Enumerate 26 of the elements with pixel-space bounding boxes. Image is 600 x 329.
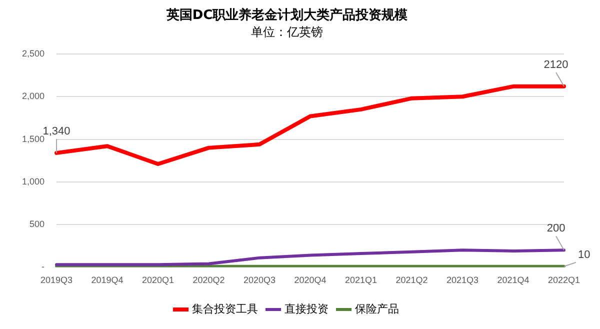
- data-label: 200: [546, 222, 566, 235]
- chart-subtitle: 单位：亿英镑: [251, 24, 323, 39]
- data-label: 10: [578, 248, 590, 261]
- x-tick-label: 2020Q4: [294, 275, 326, 286]
- data-label: 1,340: [42, 125, 70, 138]
- x-tick-label: 2020Q1: [142, 275, 174, 286]
- x-tick-label: 2021Q1: [344, 275, 378, 286]
- y-tick-label: 1,500: [22, 134, 45, 144]
- x-tick-label: 2021Q3: [446, 275, 479, 286]
- chart-title: 英国DC职业养老金计划大类产品投资规模: [165, 7, 408, 24]
- y-tick-label: 2,000: [22, 91, 45, 102]
- x-tick-label: 2021Q4: [497, 275, 530, 286]
- x-tick-label: 2019Q4: [91, 275, 124, 286]
- y-tick-label: 500: [29, 219, 45, 230]
- x-tick-label: 2020Q3: [244, 275, 276, 286]
- data-label: 2120: [544, 58, 568, 71]
- x-tick-label: 2022Q1: [548, 275, 580, 286]
- legend-label: 直接投资: [284, 302, 328, 316]
- legend-label: 集合投资工具: [192, 302, 258, 316]
- x-tick-label: 2020Q2: [192, 275, 225, 286]
- x-tick-label: 2021Q2: [396, 275, 428, 286]
- legend-label: 保险产品: [354, 302, 399, 316]
- y-tick-label: 1,000: [22, 176, 45, 186]
- y-tick-label: -: [42, 262, 45, 272]
- x-tick-label: 2019Q3: [40, 275, 73, 286]
- y-tick-label: 2,500: [22, 48, 45, 58]
